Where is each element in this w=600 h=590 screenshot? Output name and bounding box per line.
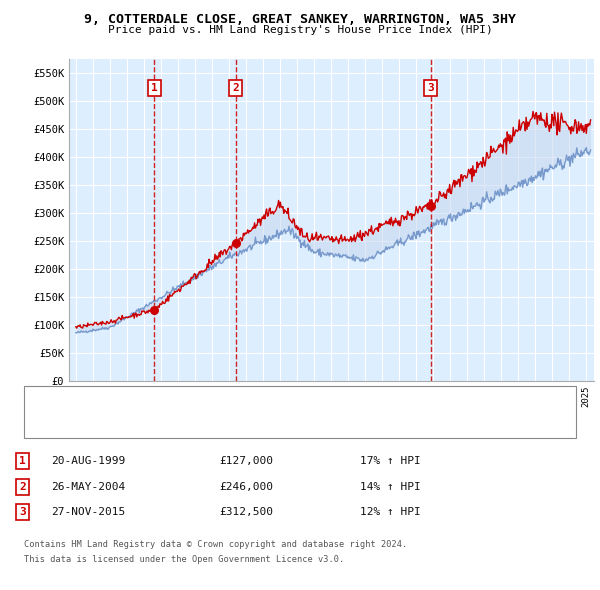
Text: 9, COTTERDALE CLOSE, GREAT SANKEY, WARRINGTON, WA5 3HY (detached house): 9, COTTERDALE CLOSE, GREAT SANKEY, WARRI… [93, 396, 501, 405]
Text: 3: 3 [19, 507, 26, 517]
Text: 1: 1 [151, 83, 158, 93]
Text: ─────: ───── [39, 418, 73, 428]
Text: 2: 2 [19, 482, 26, 491]
Text: Contains HM Land Registry data © Crown copyright and database right 2024.: Contains HM Land Registry data © Crown c… [24, 540, 407, 549]
Text: 17% ↑ HPI: 17% ↑ HPI [360, 457, 421, 466]
Text: 9, COTTERDALE CLOSE, GREAT SANKEY, WARRINGTON, WA5 3HY: 9, COTTERDALE CLOSE, GREAT SANKEY, WARRI… [84, 13, 516, 26]
Text: ─────: ───── [39, 395, 73, 405]
Text: 2: 2 [232, 83, 239, 93]
Text: 26-MAY-2004: 26-MAY-2004 [51, 482, 125, 491]
Text: £127,000: £127,000 [219, 457, 273, 466]
Text: 12% ↑ HPI: 12% ↑ HPI [360, 507, 421, 517]
Text: 14% ↑ HPI: 14% ↑ HPI [360, 482, 421, 491]
Text: £246,000: £246,000 [219, 482, 273, 491]
Text: 27-NOV-2015: 27-NOV-2015 [51, 507, 125, 517]
Text: 20-AUG-1999: 20-AUG-1999 [51, 457, 125, 466]
Text: 1: 1 [19, 457, 26, 466]
Text: This data is licensed under the Open Government Licence v3.0.: This data is licensed under the Open Gov… [24, 555, 344, 563]
Text: Price paid vs. HM Land Registry's House Price Index (HPI): Price paid vs. HM Land Registry's House … [107, 25, 493, 35]
Text: HPI: Average price, detached house, Warrington: HPI: Average price, detached house, Warr… [93, 419, 358, 428]
Text: £312,500: £312,500 [219, 507, 273, 517]
Text: 3: 3 [428, 83, 434, 93]
